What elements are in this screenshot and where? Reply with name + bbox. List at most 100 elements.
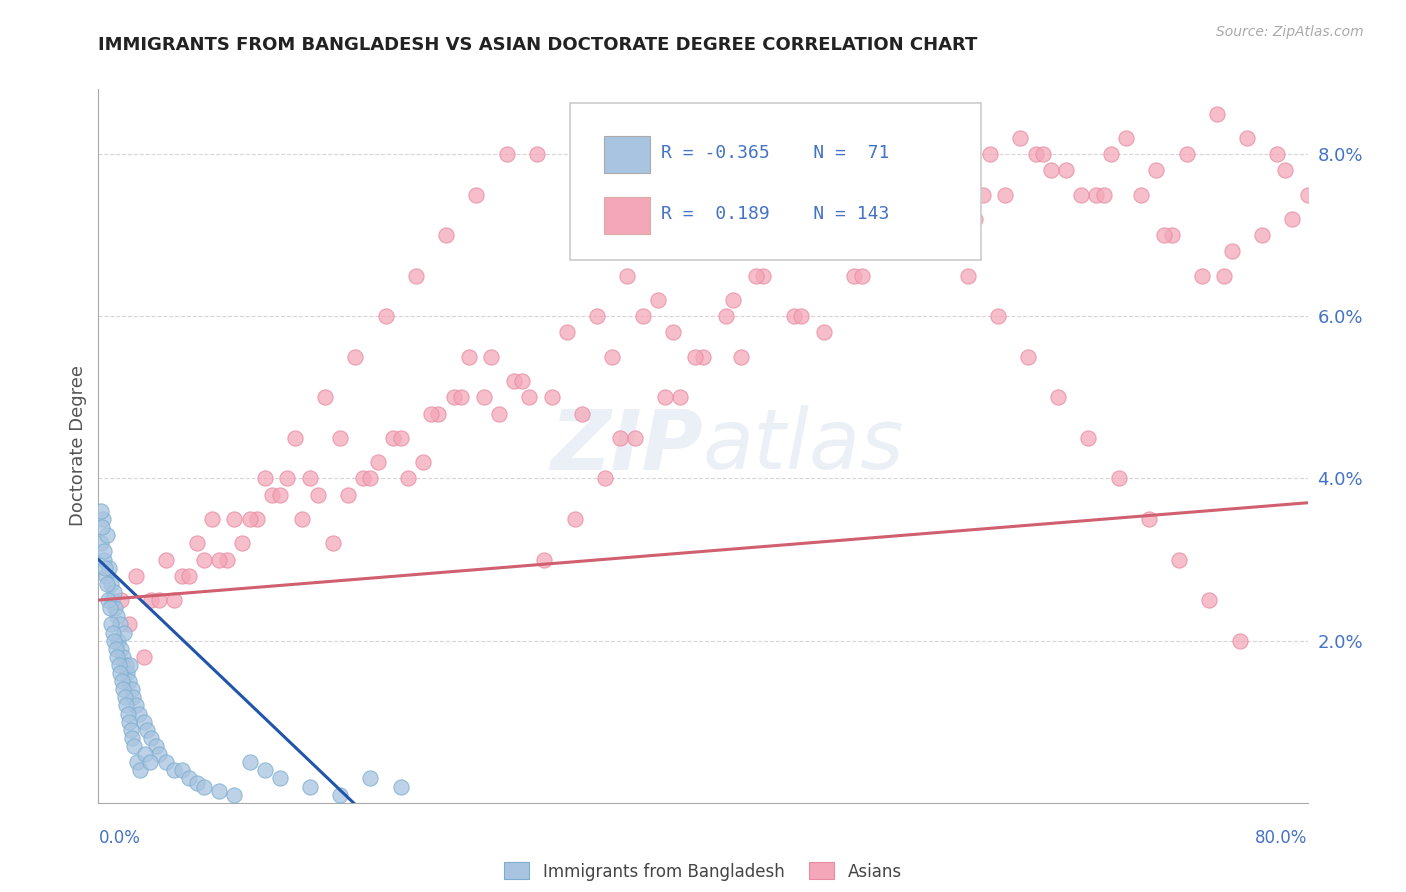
Point <box>360 471 382 485</box>
Point <box>269 488 291 502</box>
Point <box>98 560 121 574</box>
Point <box>1144 163 1167 178</box>
Point <box>246 512 269 526</box>
Point <box>262 488 284 502</box>
Point <box>122 739 145 753</box>
Point <box>481 350 503 364</box>
Point <box>685 350 707 364</box>
Point <box>125 698 148 713</box>
Point <box>100 617 122 632</box>
Point <box>1220 244 1243 259</box>
Point <box>141 731 163 745</box>
Point <box>322 536 344 550</box>
Point <box>858 131 880 145</box>
Point <box>101 593 124 607</box>
Point <box>654 390 676 404</box>
Point <box>276 471 298 485</box>
Point <box>163 764 186 778</box>
Point <box>367 455 389 469</box>
Point <box>510 374 533 388</box>
Point <box>170 764 193 778</box>
Point <box>586 310 609 324</box>
Point <box>1070 187 1092 202</box>
Text: R = -0.365    N =  71: R = -0.365 N = 71 <box>661 145 889 162</box>
Point <box>193 552 215 566</box>
Point <box>495 147 517 161</box>
Point <box>117 706 139 721</box>
Point <box>1085 187 1108 202</box>
Point <box>201 512 224 526</box>
Point <box>115 666 138 681</box>
Point <box>1213 268 1236 283</box>
Point <box>299 780 322 794</box>
Point <box>918 163 941 178</box>
Point <box>1017 350 1039 364</box>
Point <box>284 431 307 445</box>
FancyBboxPatch shape <box>603 136 650 173</box>
Point <box>224 512 246 526</box>
Point <box>104 641 127 656</box>
Point <box>108 617 131 632</box>
Point <box>465 187 488 202</box>
Point <box>155 756 177 770</box>
Point <box>768 211 790 226</box>
Point <box>108 657 131 672</box>
Point <box>790 310 813 324</box>
Point <box>533 552 555 566</box>
Point <box>609 431 631 445</box>
Point <box>389 431 412 445</box>
Point <box>139 756 162 770</box>
Point <box>141 593 163 607</box>
Point <box>972 187 994 202</box>
Point <box>344 350 367 364</box>
Text: Source: ZipAtlas.com: Source: ZipAtlas.com <box>1216 25 1364 38</box>
Point <box>120 723 142 737</box>
Point <box>299 471 322 485</box>
Point <box>540 390 562 404</box>
Point <box>1281 211 1303 226</box>
Point <box>835 147 858 161</box>
Point <box>155 552 177 566</box>
Point <box>208 783 231 797</box>
Point <box>129 764 152 778</box>
Point <box>517 390 540 404</box>
Point <box>405 268 427 283</box>
Point <box>457 350 479 364</box>
Point <box>1137 512 1160 526</box>
Point <box>120 657 142 672</box>
Point <box>1198 593 1220 607</box>
Point <box>179 772 201 786</box>
Point <box>307 488 329 502</box>
Point <box>163 593 186 607</box>
Point <box>110 641 132 656</box>
Point <box>775 228 797 243</box>
Point <box>692 350 714 364</box>
Point <box>360 772 382 786</box>
FancyBboxPatch shape <box>603 196 650 234</box>
Point <box>752 268 775 283</box>
Point <box>828 147 851 161</box>
Point <box>1229 633 1251 648</box>
Point <box>215 552 238 566</box>
Point <box>434 228 457 243</box>
Point <box>125 568 148 582</box>
Point <box>193 780 215 794</box>
Point <box>737 187 759 202</box>
Point <box>806 187 828 202</box>
Point <box>1251 228 1274 243</box>
Point <box>631 310 654 324</box>
Point <box>374 310 396 324</box>
Point <box>844 268 866 283</box>
Point <box>239 512 262 526</box>
Point <box>314 390 336 404</box>
Point <box>1168 552 1191 566</box>
Legend: Immigrants from Bangladesh, Asians: Immigrants from Bangladesh, Asians <box>498 855 908 888</box>
Point <box>121 731 143 745</box>
Point <box>979 147 1001 161</box>
Point <box>661 326 683 340</box>
Point <box>110 666 132 681</box>
Point <box>472 390 495 404</box>
Point <box>1206 106 1229 120</box>
Point <box>1024 147 1046 161</box>
Point <box>111 649 134 664</box>
